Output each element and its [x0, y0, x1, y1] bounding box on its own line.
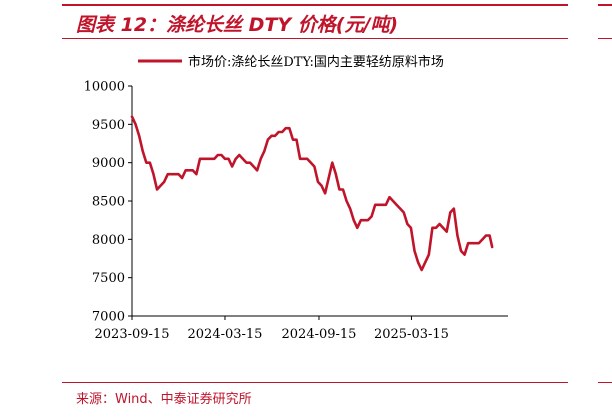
- neighbor-rule-top: [598, 4, 612, 6]
- y-tick-label: 7000: [92, 310, 125, 325]
- neighbor-rule-mid: [598, 38, 612, 39]
- chart-axes: [128, 85, 508, 320]
- x-tick-label: 2024-09-15: [282, 327, 357, 342]
- x-tick-label: 2025-03-15: [374, 327, 449, 342]
- y-tick-label: 8500: [92, 195, 125, 210]
- chart-series: [130, 115, 494, 272]
- title-rule: [62, 38, 568, 39]
- series-line: [130, 115, 494, 272]
- bottom-rule: [62, 382, 568, 383]
- figure-title: 图表 12：涤纶长丝 DTY 价格(元/吨): [76, 14, 399, 36]
- y-tick-label: 9500: [92, 118, 125, 133]
- source-note: 来源：Wind、中泰证券研究所: [76, 392, 252, 407]
- neighbor-rule-bottom: [598, 382, 612, 383]
- legend-label: 市场价:涤纶长丝DTY:国内主要轻纺原料市场: [188, 54, 444, 70]
- x-tick-label: 2024-03-15: [188, 327, 263, 342]
- x-tick-label: 2023-09-15: [95, 327, 170, 342]
- top-rule: [62, 4, 568, 6]
- y-tick-labels: 7000 7500 8000 8500 9000 9500 10000: [84, 80, 125, 325]
- chart-legend: 市场价:涤纶长丝DTY:国内主要轻纺原料市场: [138, 54, 444, 70]
- y-tick-label: 9000: [92, 156, 125, 171]
- y-tick-label: 7500: [92, 271, 125, 286]
- y-tick-label: 8000: [92, 233, 125, 248]
- x-tick-labels: 2023-09-15 2024-03-15 2024-09-15 2025-03-15: [95, 327, 449, 342]
- y-tick-label: 10000: [84, 80, 125, 95]
